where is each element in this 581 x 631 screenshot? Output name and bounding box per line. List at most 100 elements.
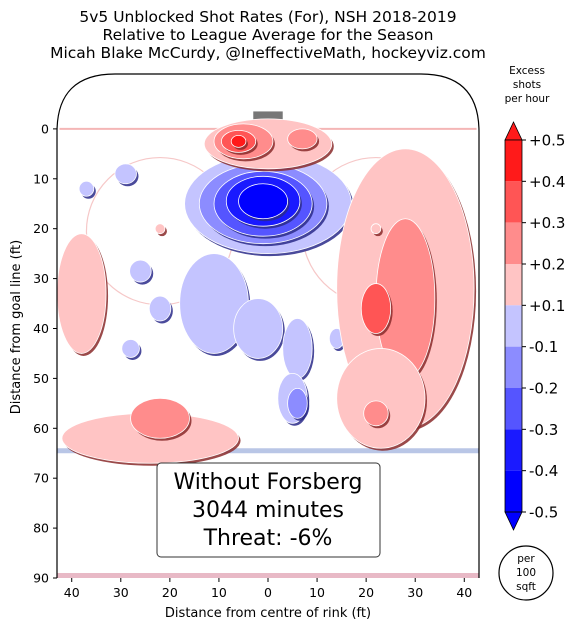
heat-region-fill	[148, 295, 172, 322]
unit-line-3: sqft	[516, 581, 536, 593]
heat-region	[287, 128, 320, 152]
heat-region	[57, 233, 109, 356]
colorbar-tick-label: +0.3	[529, 214, 565, 232]
centre-line	[57, 573, 479, 578]
heat-region-fill	[121, 339, 140, 358]
colorbar-tick-label: -0.1	[529, 338, 558, 356]
x-tick-label: 30	[407, 585, 423, 600]
colorbar-frame	[504, 139, 523, 513]
blue-line	[57, 448, 479, 454]
x-axis-label: Distance from centre of rink (ft)	[165, 606, 371, 621]
colorbar-title-line-1: Excess	[509, 65, 545, 77]
heat-region-fill	[57, 233, 107, 354]
heat-region	[130, 397, 192, 441]
heat-region-fill	[233, 298, 284, 359]
heat-region	[375, 218, 437, 381]
heat-region-fill	[363, 400, 389, 427]
heat-region	[233, 298, 285, 361]
unit-line-2: 100	[516, 567, 536, 579]
x-tick-label: 20	[162, 585, 178, 600]
heat-region	[129, 259, 154, 285]
x-tick-label: 0	[264, 585, 272, 600]
y-tick-label: 80	[33, 521, 49, 536]
unit-badge: per 100 sqft	[498, 545, 554, 601]
colorbar-segment	[505, 429, 522, 471]
colorbar-tick-label: +0.5	[529, 132, 565, 150]
colorbar-tick-label: +0.2	[529, 256, 565, 274]
annotation-line-3: Threat: -6%	[203, 526, 333, 551]
colorbar-segment	[505, 222, 522, 264]
colorbar-tick-label: +0.1	[529, 297, 565, 315]
y-tick-label: 40	[33, 321, 49, 336]
chart-title-line-2: Relative to League Average for the Seaso…	[103, 26, 434, 44]
colorbar-segment	[505, 181, 522, 223]
colorbar-segment	[505, 470, 522, 512]
heat-region-fill	[287, 128, 318, 150]
annotation-box: Without Forsberg 3044 minutes Threat: -6…	[156, 462, 381, 558]
heat-region	[154, 223, 167, 237]
rink-boards	[56, 73, 480, 578]
colorbar-segment	[505, 305, 522, 347]
x-tick-label: 10	[211, 585, 227, 600]
colorbar-segment	[505, 346, 522, 388]
colorbar-title-line-3: per hour	[505, 93, 551, 105]
heat-region	[179, 253, 251, 356]
colorbar-tick-label: +0.4	[529, 173, 565, 191]
unit-line-1: per	[517, 553, 535, 565]
colorbar-segment	[505, 264, 522, 306]
x-tick-label: 20	[358, 585, 374, 600]
heat-region-fill	[282, 318, 313, 379]
y-tick-label: 70	[33, 471, 49, 486]
chart-title-line-3: Micah Blake McCurdy, @IneffectiveMath, h…	[50, 44, 486, 62]
heat-region-fill	[130, 397, 190, 439]
heat-region	[370, 223, 383, 237]
heat-region	[282, 318, 315, 381]
y-tick-label: 50	[33, 371, 49, 386]
heatmap-regions	[57, 118, 477, 466]
heat-region	[78, 180, 96, 199]
y-tick-label: 30	[33, 271, 49, 286]
x-tick-label: 40	[456, 585, 472, 600]
colorbar-tick-label: -0.3	[529, 421, 558, 439]
colorbar-segment	[505, 388, 522, 430]
annotation-line-2: 3044 minutes	[192, 498, 344, 523]
rink-overlay	[56, 73, 480, 578]
heat-region-fill	[230, 134, 247, 148]
colorbar-segment	[505, 140, 522, 182]
heat-region	[363, 400, 391, 429]
x-axis-ticks: 40 30 20 10 0 10 20 30 40	[64, 578, 472, 600]
y-tick-label: 60	[33, 421, 49, 436]
heat-region-fill	[336, 348, 426, 449]
colorbar-title-line-2: shots	[513, 79, 541, 91]
heat-region	[148, 295, 173, 324]
heat-region-fill	[238, 183, 289, 220]
colorbar: +0.5 +0.4 +0.3 +0.2 +0.1 -0.1 -0.2 -0.3 -0.4 -0.5	[504, 121, 565, 531]
heat-region	[336, 348, 428, 451]
annotation-line-1: Without Forsberg	[174, 470, 363, 495]
heat-region-fill	[154, 223, 166, 235]
y-axis-ticks: 0 10 20 30 40 50 60 70 80 90	[33, 121, 57, 586]
chart-title-line-1: 5v5 Unblocked Shot Rates (For), NSH 2018…	[79, 8, 456, 26]
colorbar-top-arrow	[504, 121, 523, 141]
heat-region	[230, 134, 248, 150]
colorbar-tick-label: -0.5	[529, 504, 558, 522]
colorbar-bottom-arrow	[504, 511, 523, 531]
heat-region	[287, 387, 310, 421]
y-axis-label: Distance from goal line (ft)	[9, 240, 24, 414]
y-tick-label: 90	[33, 571, 49, 586]
heat-region-fill	[78, 180, 95, 197]
x-tick-label: 40	[64, 585, 80, 600]
heat-region	[360, 283, 393, 336]
heat-region-fill	[287, 387, 308, 419]
y-tick-label: 20	[33, 221, 49, 236]
colorbar-tick-label: -0.2	[529, 380, 558, 398]
x-tick-label: 10	[309, 585, 325, 600]
y-tick-label: 10	[33, 171, 49, 186]
colorbar-tick-label: -0.4	[529, 462, 558, 480]
heat-region-fill	[129, 259, 152, 283]
heat-region-fill	[360, 283, 392, 334]
heat-region	[114, 163, 139, 187]
y-tick-label: 0	[41, 121, 49, 136]
heat-region	[121, 339, 142, 360]
